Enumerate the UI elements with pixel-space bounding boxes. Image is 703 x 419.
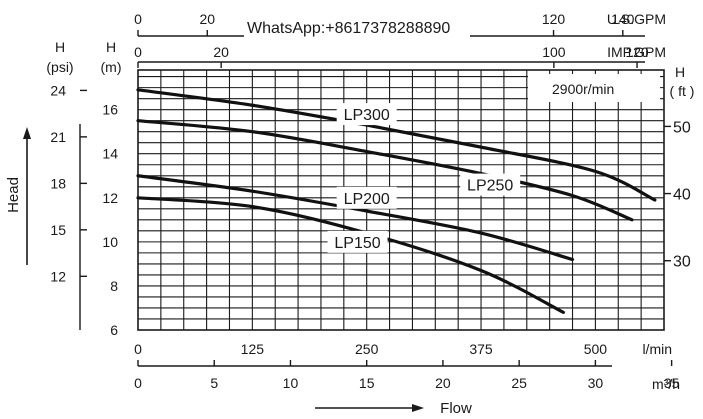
curve-label-background [460, 173, 521, 196]
speed-box: 2900r/min [528, 74, 660, 102]
x-tick-label-m3h: 0 [134, 375, 142, 391]
x-tick-label-m3h: 30 [588, 375, 604, 391]
curve-lp250 [136, 119, 634, 222]
y-tick-label-psi: 18 [50, 175, 66, 191]
x-tick-label-m3h: 20 [435, 375, 451, 391]
curve-label: LP150 [334, 235, 380, 252]
x-tick-label-m3h: 10 [283, 375, 299, 391]
y-tick-label-m: 16 [102, 102, 118, 118]
usgpm-unit-label: U.S.GPM [607, 11, 666, 27]
curve-label: LP300 [344, 107, 390, 124]
ft-axis-title-unit: ( ft ) [670, 83, 695, 99]
x-tick-label-m3h: 5 [210, 375, 218, 391]
x-tick-label-lpm: 125 [241, 341, 265, 357]
m3h-unit-label: m³/h [652, 376, 680, 392]
psi-axis-title-unit: (psi) [46, 59, 73, 75]
x-tick-label-usgpm: 120 [542, 11, 566, 27]
m-axis-title-unit: (m) [101, 59, 122, 75]
flow-axis-label: Flow [440, 400, 472, 417]
curve-label: LP250 [467, 178, 513, 195]
curve-lp300 [136, 88, 657, 202]
y-tick-label-psi: 15 [50, 222, 66, 238]
psi-axis-title-h: H [55, 39, 65, 55]
x-tick-label-impgpm: 120 [625, 44, 649, 60]
y-tick-label-m: 14 [102, 146, 118, 162]
x-tick-label-impgpm: 100 [542, 44, 566, 60]
head-axis-label: Head [5, 177, 22, 213]
x-tick-label-lpm: 500 [584, 341, 608, 357]
flow-arrow-icon [412, 404, 424, 412]
curve-label-background [327, 230, 388, 253]
x-tick-label-usgpm: 20 [199, 11, 215, 27]
y-tick-label-ft: 40 [673, 187, 691, 204]
watermark-background [244, 14, 470, 38]
y-tick-label-m: 10 [102, 234, 118, 250]
y-tick-label-psi: 12 [50, 268, 66, 284]
x-tick-label-usgpm: 0 [134, 11, 142, 27]
x-tick-label-lpm: 375 [469, 341, 493, 357]
curve-label-background [336, 186, 397, 209]
y-tick-label-m: 8 [110, 278, 118, 294]
x-tick-label-m3h: 15 [359, 375, 375, 391]
watermark-group: WhatsApp:+8617378288890 [244, 14, 470, 38]
m-axis-title-h: H [106, 39, 116, 55]
ft-axis-title-h: H [675, 64, 685, 80]
head-arrow-icon [23, 127, 31, 139]
x-tick-label-impgpm: 0 [134, 44, 142, 60]
x-tick-label-usgpm: 140 [611, 11, 635, 27]
y-tick-label-m: 12 [102, 190, 118, 206]
speed-label: 2900r/min [552, 81, 614, 97]
x-tick-label-m3h: 35 [664, 375, 680, 391]
y-tick-label-psi: 24 [50, 82, 66, 98]
watermark-text: WhatsApp:+8617378288890 [247, 20, 450, 37]
lpm-unit-label: l/min [642, 341, 672, 357]
x-tick-label-lpm: 0 [134, 341, 142, 357]
curve-lp200 [136, 174, 575, 262]
impgpm-unit-label: IMP.GPM [607, 44, 666, 60]
y-tick-label-psi: 21 [50, 129, 66, 145]
x-tick-label-m3h: 25 [511, 375, 527, 391]
curve-label-background [336, 103, 397, 126]
x-tick-label-lpm: 250 [355, 341, 379, 357]
labels-layer: LP300 LP250 LP200 LP150 [327, 103, 521, 253]
plot-frame [137, 69, 665, 331]
speed-box-background [528, 74, 660, 102]
y-tick-label-ft: 30 [673, 254, 691, 271]
y-tick-label-ft: 50 [673, 119, 691, 136]
x-tick-label-impgpm: 20 [213, 44, 229, 60]
curve-label: LP200 [344, 191, 390, 208]
y-tick-label-m: 6 [110, 322, 118, 338]
